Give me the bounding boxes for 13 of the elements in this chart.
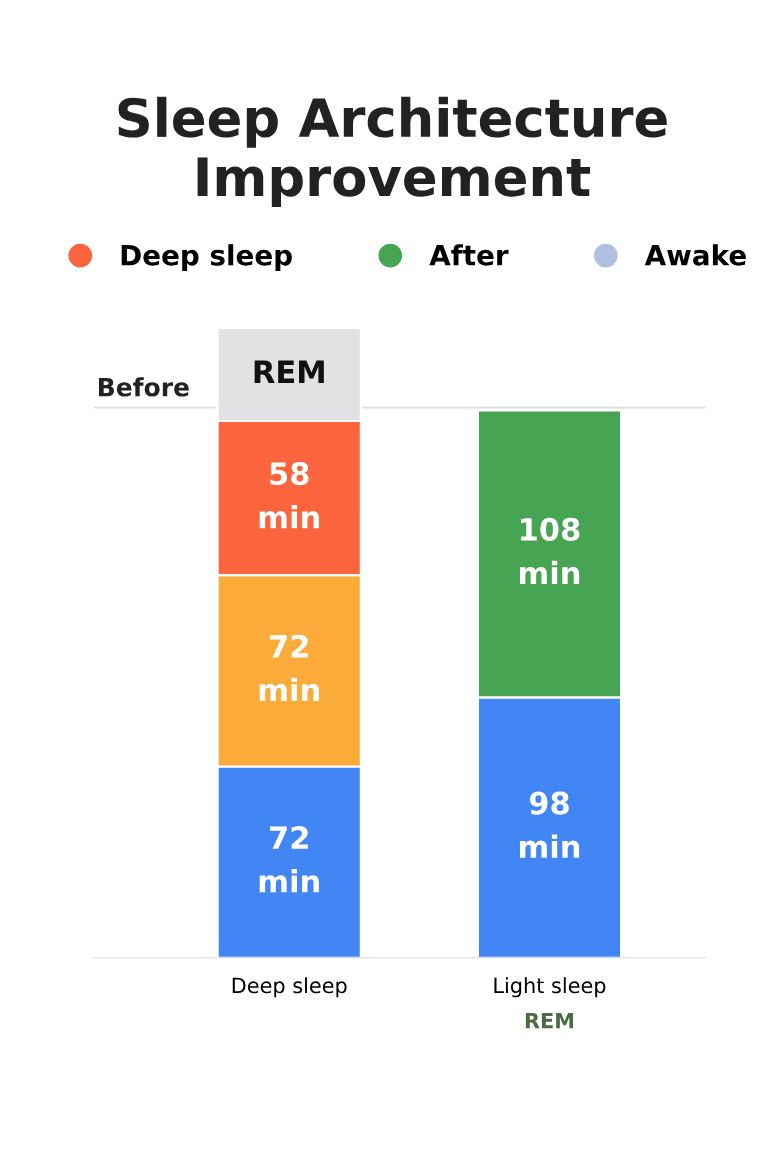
- legend-label: Deep sleep: [121, 244, 292, 272]
- data-label: REM: [254, 360, 324, 383]
- legend-label: Awake: [644, 244, 746, 266]
- text: REM: [525, 1013, 574, 1029]
- data-label: 108 min: [519, 517, 580, 585]
- data-label: 72 min: [259, 634, 319, 701]
- ref-line-label: Before: [98, 377, 189, 397]
- data-label: 58 min: [259, 462, 319, 529]
- data-label: 72 min: [259, 826, 319, 893]
- data-label: 98 min: [519, 791, 580, 858]
- chart-title: Sleep Architecture Improvement: [118, 96, 667, 207]
- legend-label: After: [429, 244, 509, 266]
- x-tick-label: Light sleep: [494, 977, 606, 998]
